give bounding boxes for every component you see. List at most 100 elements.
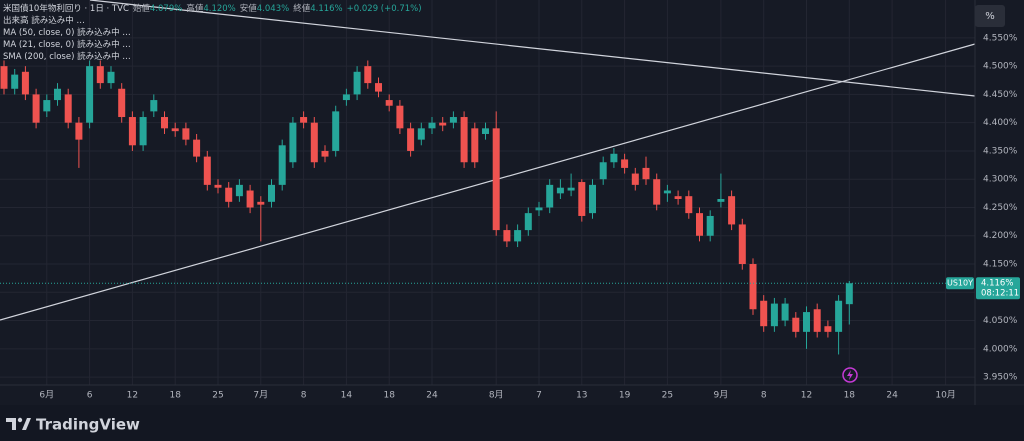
candle-body — [54, 88, 61, 101]
grid — [0, 0, 975, 385]
candles — [0, 60, 853, 355]
ohlc-name: 終値 — [293, 4, 311, 14]
candle-body — [631, 173, 639, 185]
candle-body — [514, 230, 522, 242]
candle-body — [300, 117, 308, 123]
candle-body — [86, 66, 94, 123]
logo-shape — [6, 418, 16, 430]
indicator: 出来高 読み込み中 … — [3, 16, 85, 26]
x-tick-label: 19 — [619, 391, 631, 401]
candle-body — [567, 187, 575, 191]
x-tick-label: 24 — [886, 391, 898, 401]
candle-body — [161, 117, 168, 129]
candle-body — [342, 94, 350, 101]
candle-body — [64, 94, 72, 123]
candle-body — [524, 213, 532, 231]
y-tick-label: 4.350% — [983, 146, 1018, 156]
y-tick-label: 4.500% — [983, 62, 1018, 72]
candle-body — [203, 156, 211, 185]
candle-body — [546, 184, 554, 208]
candle-body — [471, 128, 479, 163]
candle-body — [738, 224, 746, 265]
candle-body — [246, 190, 254, 208]
y-tick-label: 4.050% — [983, 316, 1018, 326]
indicator: MA (21, close, 0) 読み込み中 … — [3, 40, 131, 50]
candle-body — [717, 199, 725, 202]
candle-body — [706, 215, 714, 236]
price-tag-label: 4.116% — [981, 279, 1013, 289]
candle-body — [32, 94, 40, 123]
candle-body — [75, 122, 83, 140]
candle-body — [439, 122, 447, 126]
scale-button-label[interactable]: % — [985, 11, 995, 22]
candle-body — [749, 264, 757, 310]
candle-body — [824, 326, 832, 332]
x-tick-label: 14 — [341, 391, 353, 401]
y-tick-label: 4.400% — [983, 118, 1018, 128]
trend-line — [89, 0, 976, 97]
ohlc-name: 始値 — [132, 4, 150, 14]
candle-body — [310, 122, 318, 163]
x-tick-label: 8 — [761, 391, 767, 401]
candle-body — [225, 187, 233, 202]
candle-body — [214, 184, 222, 188]
x-tick-label: 18 — [383, 391, 395, 401]
change: +0.029 (+0.71%) — [346, 4, 422, 14]
event-icon[interactable] — [842, 367, 858, 383]
symbol-tag — [946, 277, 974, 290]
footer — [0, 405, 1024, 441]
y-tick-label: 4.300% — [983, 175, 1018, 185]
y-tick-label: 4.250% — [983, 203, 1018, 213]
legend: 米国債10年物利回り · 1日 · TVC 始値4.079% 高値4.120% 安値4… — [3, 3, 422, 63]
logo-shape — [17, 417, 23, 423]
y-tick-label: 4.450% — [983, 90, 1018, 100]
candle-body — [803, 312, 810, 332]
x-tick-label: 8月 — [489, 390, 504, 401]
candle-body — [139, 117, 147, 146]
x-tick-label: 8 — [301, 391, 307, 401]
ohlc-name: 安値 — [239, 4, 257, 14]
candle-body — [556, 187, 564, 194]
x-tick-label: 24 — [426, 391, 438, 401]
candle-body — [589, 184, 596, 214]
candle-body — [835, 300, 843, 332]
logo-shape — [22, 418, 31, 430]
scale-button[interactable] — [975, 5, 1005, 27]
candle-body — [396, 105, 404, 129]
candle-body — [268, 184, 275, 202]
candle-body — [364, 66, 372, 84]
candle-body — [0, 66, 8, 89]
ohlc-name: 高値 — [186, 4, 204, 14]
indicator: SMA (200, close) 読み込み中 … — [3, 52, 131, 62]
x-tick-label: 25 — [212, 391, 223, 401]
x-tick-label: 9月 — [714, 390, 729, 401]
candle-body — [781, 303, 789, 321]
x-tick-label: 18 — [844, 391, 856, 401]
candle-body — [621, 159, 629, 168]
candle-body — [760, 300, 768, 327]
ohlc-value: 4.116% — [310, 4, 343, 14]
candle-body — [278, 145, 286, 185]
ohlc-value: 4.043% — [256, 4, 290, 14]
candle-body — [332, 111, 340, 151]
candle-body — [663, 190, 671, 194]
legend-row: MA (21, close, 0) 読み込み中 … — [3, 39, 422, 51]
candle-body — [492, 128, 500, 231]
candle-body — [642, 167, 650, 180]
legend-row: 出来高 読み込み中 … — [3, 15, 422, 27]
candle-body — [845, 283, 853, 305]
candle-body — [770, 303, 778, 327]
x-tick-label: 18 — [169, 391, 181, 401]
legend-row: MA (50, close, 0) 読み込み中 … — [3, 27, 422, 39]
candle-body — [653, 179, 661, 205]
trend-line — [0, 43, 976, 321]
candle-body — [728, 196, 736, 225]
x-tick-label: 12 — [127, 391, 138, 401]
candle-body — [353, 71, 361, 95]
candle-body — [43, 100, 51, 112]
candle-body — [375, 83, 382, 92]
candle-body — [96, 66, 104, 84]
candle-body — [193, 139, 201, 157]
